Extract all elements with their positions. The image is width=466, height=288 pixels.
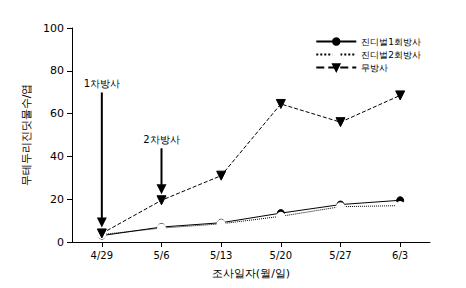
svg-text:40: 40 <box>50 150 64 163</box>
svg-text:5/20: 5/20 <box>270 250 292 261</box>
svg-text:2차방사: 2차방사 <box>143 134 179 145</box>
svg-text:무테두리진딧물수/엽: 무테두리진딧물수/엽 <box>20 84 33 187</box>
svg-text:0: 0 <box>57 236 64 249</box>
svg-text:조사일자(월/일): 조사일자(월/일) <box>212 267 290 280</box>
svg-text:80: 80 <box>50 64 64 77</box>
svg-text:5/27: 5/27 <box>329 250 351 261</box>
svg-text:5/13: 5/13 <box>210 250 232 261</box>
svg-text:무방사: 무방사 <box>361 63 388 73</box>
svg-text:100: 100 <box>43 22 64 35</box>
svg-text:20: 20 <box>50 193 64 206</box>
svg-text:1차방사: 1차방사 <box>84 78 120 89</box>
svg-text:4/29: 4/29 <box>91 250 113 261</box>
svg-text:5/6: 5/6 <box>153 250 169 261</box>
svg-text:60: 60 <box>50 107 64 120</box>
svg-text:진디벌1회방사: 진디벌1회방사 <box>361 37 421 47</box>
svg-text:진디벌2회방사: 진디벌2회방사 <box>361 50 421 60</box>
svg-text:6/3: 6/3 <box>392 250 408 261</box>
